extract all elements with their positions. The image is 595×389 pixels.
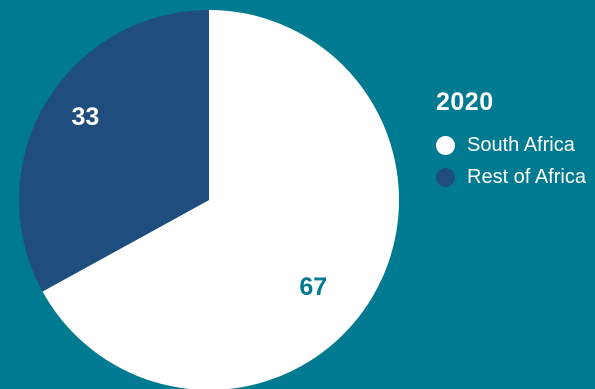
legend-label-south-africa: South Africa [467,133,575,156]
pie-slice-rest-of-africa [19,10,210,292]
data-label-rest-of-africa: 33 [71,103,99,131]
legend-item-south-africa: South Africa [436,129,586,161]
legend-title: 2020 [436,88,494,116]
data-label-south-africa: 67 [299,273,327,301]
legend-label-rest-of-africa: Rest of Africa [467,165,586,188]
legend-swatch-south-africa [436,135,455,155]
pie-slice-south-africa [42,10,399,389]
legend: 2020 South Africa Rest of Africa [436,88,586,193]
legend-swatch-rest-of-africa [436,167,455,187]
pie-data-labels: 67 33 [71,103,327,301]
legend-item-rest-of-africa: Rest of Africa [436,161,586,193]
pie-slices [19,10,399,389]
